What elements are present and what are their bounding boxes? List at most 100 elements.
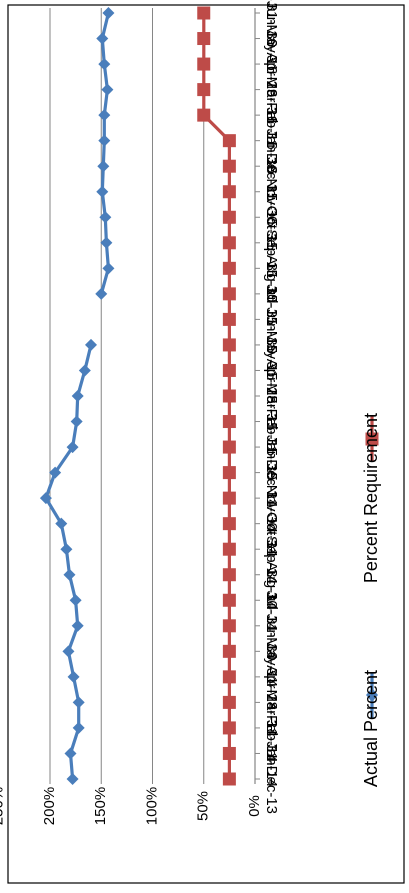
x-tick-label: 31-Mar-16 — [263, 55, 280, 124]
data-point — [222, 363, 236, 377]
data-point — [96, 32, 109, 45]
series-actual-percent — [39, 7, 115, 785]
data-point — [96, 185, 109, 198]
y-tick-label: 100% — [143, 787, 160, 825]
data-point — [70, 415, 83, 428]
data-point — [222, 236, 236, 250]
data-point — [222, 389, 236, 403]
data-point — [100, 236, 113, 249]
data-point — [222, 542, 236, 556]
x-tick-label: 31-Dec-15 — [263, 131, 280, 201]
data-point — [197, 32, 211, 46]
data-point — [222, 261, 236, 275]
x-tick-label: 31-Dec-13 — [263, 744, 280, 814]
data-point — [78, 364, 91, 377]
series-percent-requirement — [197, 6, 236, 786]
data-point — [71, 390, 84, 402]
x-tick-label: 28-Feb-15 — [263, 387, 280, 456]
x-tick-label: 31-Mar-15 — [263, 361, 280, 430]
data-point — [60, 543, 73, 556]
data-point — [95, 287, 108, 300]
legend-marker-actual-percent — [366, 688, 378, 702]
x-tick-label: 30-Nov-14 — [263, 463, 280, 533]
x-tick-label: 30-Jun-14 — [263, 592, 280, 660]
data-point — [85, 338, 97, 351]
y-tick-label: 50% — [195, 791, 212, 821]
x-tick-label: 28-Feb-14 — [263, 693, 280, 762]
x-tick-label: 31-May-16 — [263, 3, 280, 75]
x-tick-label: 31-Aug-14 — [263, 540, 280, 610]
y-tick-label: 0% — [246, 795, 263, 817]
data-point — [72, 721, 85, 734]
data-point — [99, 211, 112, 224]
x-tick-label: 31-Oct-15 — [263, 184, 280, 251]
x-tick-label: 30-Jun-16 — [263, 0, 280, 47]
data-point — [98, 109, 111, 122]
data-point — [102, 7, 115, 19]
data-point — [222, 287, 236, 301]
x-tick-label: 31-Jul-14 — [263, 569, 280, 632]
data-point — [222, 415, 236, 429]
data-point — [55, 517, 68, 530]
x-tick-label: 31-May-15 — [263, 309, 280, 381]
data-point — [222, 517, 236, 531]
legend-marker-percent-requirement — [365, 432, 379, 446]
data-point — [62, 645, 75, 658]
data-point — [197, 57, 211, 71]
data-point — [67, 670, 80, 683]
x-tick-label: 31-Jul-15 — [263, 263, 280, 326]
data-point — [222, 338, 236, 352]
data-point — [69, 594, 82, 607]
data-point — [64, 747, 77, 760]
data-point — [222, 593, 236, 607]
data-point — [197, 83, 211, 97]
data-point — [101, 83, 114, 96]
data-point — [97, 160, 110, 173]
data-point — [222, 695, 236, 709]
data-point — [222, 134, 236, 148]
data-point — [71, 619, 84, 632]
data-point — [72, 696, 85, 709]
data-point — [222, 491, 236, 505]
data-point — [222, 619, 236, 633]
x-tick-label: 30-Apr-15 — [263, 337, 280, 404]
x-tick-label: 31-Oct-14 — [263, 490, 280, 557]
data-point — [222, 568, 236, 582]
data-point — [66, 441, 79, 454]
data-point — [222, 721, 236, 735]
y-tick-label: 250% — [0, 787, 7, 825]
x-tick-label: 29-Feb-16 — [263, 81, 280, 150]
x-tick-label: 30-Jun-15 — [263, 286, 280, 354]
data-point — [222, 312, 236, 326]
legend-label-actual-percent: Actual Percent — [361, 670, 381, 787]
series-layer — [39, 6, 236, 786]
x-tick-label: 31-Aug-15 — [263, 233, 280, 303]
x-tick-label: 31-Dec-14 — [263, 438, 280, 508]
data-point — [197, 6, 211, 20]
data-point — [197, 108, 211, 122]
data-point — [222, 644, 236, 658]
y-tick-label: 200% — [41, 787, 58, 825]
x-tick-label: 30-Sep-14 — [263, 514, 280, 584]
y-tick-label: 150% — [92, 787, 109, 825]
data-point — [222, 185, 236, 199]
data-point — [222, 440, 236, 454]
data-point — [222, 746, 236, 760]
x-tick-label: 31-Jan-14 — [263, 720, 280, 788]
data-point — [98, 134, 111, 147]
data-point — [222, 466, 236, 480]
data-point — [222, 670, 236, 684]
data-point — [98, 58, 111, 71]
data-point — [63, 568, 76, 581]
data-point — [222, 772, 236, 786]
x-tick-label: 31-Jan-15 — [263, 413, 280, 481]
data-point — [222, 210, 236, 224]
data-point — [39, 492, 52, 505]
axis-layer: 0%50%100%150%200%250% 31-Dec-1331-Jan-142… — [0, 0, 280, 825]
x-tick-label: 30-Apr-14 — [263, 644, 280, 711]
data-point — [66, 773, 79, 785]
legend-label-percent-requirement: Percent Requirement — [361, 413, 381, 583]
x-tick-label: 31-May-14 — [263, 615, 280, 687]
